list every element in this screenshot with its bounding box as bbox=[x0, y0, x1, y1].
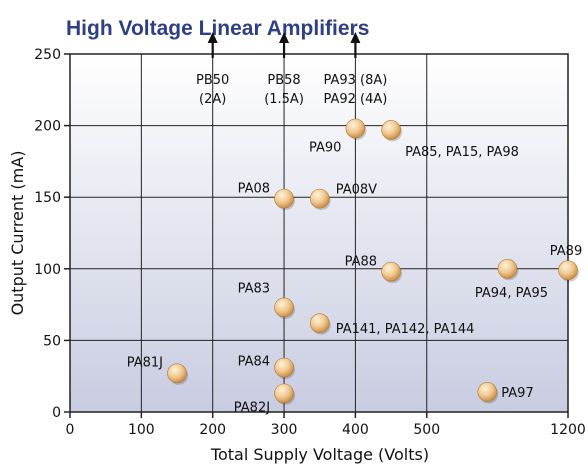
x-tick-label: 1200 bbox=[550, 422, 586, 438]
data-point bbox=[274, 188, 294, 209]
point-label: PA84 bbox=[238, 355, 270, 370]
data-point bbox=[345, 118, 366, 139]
point-label: PA81J bbox=[127, 355, 163, 370]
data-points bbox=[167, 118, 579, 405]
point-label: PA141, PA142, PA144 bbox=[336, 322, 475, 337]
data-point bbox=[497, 258, 518, 279]
y-tick-label: 250 bbox=[34, 47, 61, 63]
point-label: PA97 bbox=[501, 386, 533, 401]
arrow-label: PB50 bbox=[196, 73, 229, 88]
tick-labels: 0 50 100 150 200 250 0 100 200 300 400 500 1200 bbox=[34, 47, 586, 438]
x-tick-label: 100 bbox=[128, 422, 155, 438]
point-label: PA85, PA15, PA98 bbox=[405, 145, 519, 160]
data-point bbox=[167, 363, 187, 384]
data-point bbox=[274, 297, 294, 318]
arrow-head bbox=[350, 32, 361, 43]
arrow-label: (1.5A) bbox=[264, 92, 304, 107]
data-point bbox=[381, 120, 401, 140]
x-tick-label: 200 bbox=[199, 422, 226, 438]
grid bbox=[69, 53, 569, 413]
point-label: PA88 bbox=[345, 255, 377, 270]
x-axis-title: Total Supply Voltage (Volts) bbox=[210, 445, 429, 464]
arrow-head bbox=[279, 32, 290, 43]
point-label: PA82J bbox=[234, 400, 270, 415]
plot-frame bbox=[69, 53, 569, 413]
arrow-annotations: PB50 (2A) PB58 (1.5A) PA93 (8A) PA92 (4A) bbox=[196, 32, 387, 107]
data-point bbox=[274, 383, 294, 404]
point-label: PA83 bbox=[238, 281, 270, 296]
point-label: PA08V bbox=[336, 183, 377, 198]
data-point bbox=[274, 357, 294, 378]
point-labels: PA81J PA84 PA82J PA83 PA08 PA08V PA141, PA142,… bbox=[127, 140, 582, 415]
x-tick-label: 400 bbox=[342, 422, 369, 438]
arrow-label: PA92 (4A) bbox=[323, 92, 387, 107]
point-label: PA89 bbox=[550, 244, 582, 259]
chart-title: High Voltage Linear Amplifiers bbox=[66, 17, 369, 40]
data-point bbox=[381, 261, 401, 282]
data-point bbox=[309, 313, 330, 334]
y-tick-label: 0 bbox=[52, 405, 61, 421]
y-tick-label: 50 bbox=[43, 333, 61, 349]
point-label: PA90 bbox=[309, 140, 341, 155]
data-point bbox=[477, 382, 498, 402]
arrow-label: PB58 bbox=[267, 73, 300, 88]
arrow-label: PA93 (8A) bbox=[323, 73, 387, 88]
y-tick-label: 100 bbox=[34, 262, 61, 278]
data-point bbox=[309, 188, 330, 209]
data-point bbox=[558, 260, 578, 281]
point-label: PA94, PA95 bbox=[475, 286, 548, 301]
y-tick-label: 150 bbox=[34, 190, 61, 206]
y-tick-label: 200 bbox=[34, 119, 61, 135]
arrow-label: (2A) bbox=[199, 92, 226, 107]
plot-area bbox=[70, 54, 568, 412]
x-tick-label: 500 bbox=[413, 422, 440, 438]
x-tick-label: 0 bbox=[66, 422, 75, 438]
x-tick-label: 300 bbox=[271, 422, 298, 438]
arrow-head bbox=[207, 32, 218, 43]
y-axis-title: Output Current (mA) bbox=[8, 151, 27, 316]
point-label: PA08 bbox=[238, 182, 270, 197]
